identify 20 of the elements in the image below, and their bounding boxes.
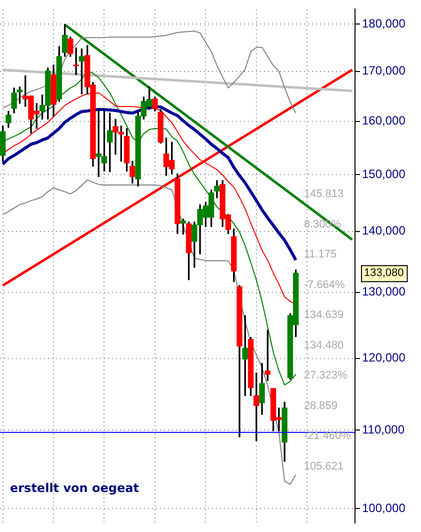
text: 133,080 [364,267,404,280]
annotation: 134.639 [304,309,344,322]
y-tick-label: 160,000 [362,114,406,128]
annotation: 11.175 [304,248,337,261]
annotation: 145.813 [304,188,344,200]
y-tick-label: 180,000 [362,16,406,30]
annotation: 134.480 [304,339,344,352]
y-tick-label: 130,000 [362,284,406,299]
y-tick-label: 170,000 [362,64,406,78]
annotation: -7.664% [304,278,346,291]
annotation: 27.323% [304,370,348,382]
y-tick-label: 100,000 [362,500,406,515]
y-tick-label: 110,000 [362,422,405,436]
annotation: -21.460% [304,430,352,442]
annotation: erstellt von oegeat [10,480,140,495]
annotation: 28.859 [304,400,338,412]
y-tick-label: 150,000 [362,166,406,181]
annotation: 105.621 [304,460,344,472]
y-tick-label: 120,000 [362,350,406,365]
y-tick-label: 140,000 [362,224,406,238]
